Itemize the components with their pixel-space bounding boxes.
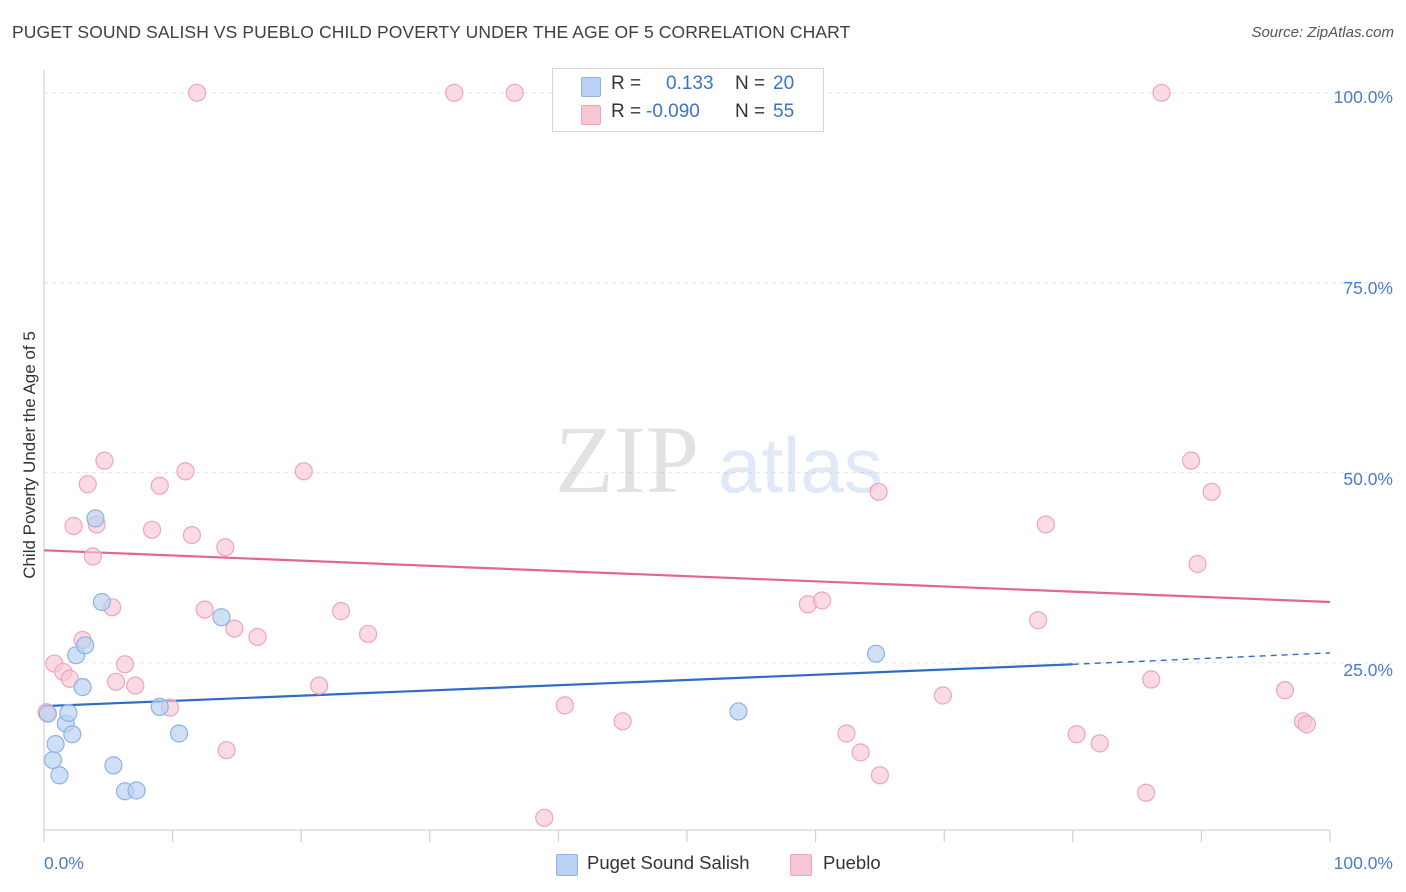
salish-point [43,750,63,770]
pueblo-point [126,676,145,695]
salish-point [38,704,57,723]
r-label: R = [611,73,642,94]
grid-lines [44,92,1392,664]
pueblo-point [837,724,856,743]
r-label: R = [611,101,642,122]
pueblo-point [60,669,79,688]
watermark-atlas: atlas [718,421,883,509]
pueblo-point [358,624,378,644]
y-tick-label: 100.0% [1333,87,1393,107]
pueblo-point [1090,734,1109,753]
pueblo-point [216,538,235,557]
r-value: 0.133 [666,73,714,94]
watermark: ZIP atlas [555,406,883,513]
salish-point [76,636,95,655]
pueblo-point [1142,670,1161,689]
n-value: 55 [773,101,795,122]
y-axis-label: Child Poverty Under the Age of 5 [20,331,39,579]
salish-point [86,509,105,528]
salish-point [866,644,886,663]
pueblo-legend-swatch [790,854,812,876]
pueblo-point [1182,451,1201,470]
n-label: N = [735,73,766,94]
pueblo-point [106,672,126,691]
x-tick-label-max: 100.0% [1333,853,1393,873]
pueblo-point [83,547,102,566]
pueblo-point [64,516,83,536]
salish-point [46,735,65,754]
salish-point [59,703,78,723]
salish-trend-line [43,663,1073,708]
data-points [37,83,1316,827]
x-tick-label-min: 0.0% [44,853,84,873]
pueblo-point [870,766,890,785]
pueblo-point [331,602,351,621]
salish-legend-swatch [556,854,578,876]
pueblo-point [310,676,329,695]
pueblo-point [115,655,135,674]
pueblo-point [294,462,313,481]
salish-point [50,766,69,785]
n-label: N = [735,101,766,122]
y-tick-label: 50.0% [1343,469,1393,489]
pueblo-point [1137,783,1156,802]
pueblo-point [851,743,870,762]
salish-point [169,724,189,743]
legend-label: Puget Sound Salish [587,852,750,873]
pueblo-point [1202,482,1221,501]
pueblo-point [195,600,214,619]
pueblo-point [78,475,97,494]
pueblo-point [1028,611,1048,630]
pueblo-trend-line [43,549,1331,604]
pueblo-point [248,627,267,647]
pueblo-swatch [581,105,601,125]
pueblo-point [176,462,195,481]
pueblo-point [869,482,888,501]
pueblo-point [535,808,554,827]
correlation-legend: R = 0.133 N = 20 R = -0.090 N = 55 [552,68,824,132]
salish-point [150,697,169,716]
salish-point [63,725,82,744]
pueblo-point [150,476,169,495]
salish-point [73,678,92,697]
salish-point [729,702,748,721]
axes [43,70,1331,842]
salish-swatch [581,77,601,97]
pueblo-point [142,520,162,539]
legend-row-pueblo: R = -0.090 N = 55 [553,101,823,127]
y-tick-label: 75.0% [1343,278,1393,298]
pueblo-point [182,526,201,545]
pueblo-point [1067,725,1086,744]
pueblo-point [225,619,244,638]
chart-title: PUGET SOUND SALISH VS PUEBLO CHILD POVER… [12,22,851,42]
pueblo-point [613,712,632,731]
pueblo-point [95,451,114,470]
salish-point [212,608,231,627]
legend-label: Pueblo [823,852,881,873]
r-value: -0.090 [646,101,700,122]
pueblo-point [812,591,832,610]
salish-trend-extension [1072,652,1331,666]
pueblo-point [1297,715,1316,734]
pueblo-point [1152,83,1171,102]
pueblo-point [505,83,524,102]
pueblo-point [555,696,574,715]
salish-point [127,781,146,800]
pueblo-point [445,83,464,102]
source-label: Source: ZipAtlas.com [1251,24,1394,41]
pueblo-point [1275,681,1295,700]
n-value: 20 [773,73,795,94]
pueblo-point [933,686,953,705]
y-tick-label: 25.0% [1343,660,1393,680]
pueblo-point [1036,515,1055,534]
trend-lines [43,549,1331,708]
salish-point [92,592,111,612]
pueblo-point [217,741,236,760]
legend-row-salish: R = 0.133 N = 20 [553,73,823,99]
pueblo-point [187,83,207,102]
watermark-zip: ZIP [555,406,699,513]
pueblo-point [1188,554,1207,574]
salish-point [104,756,123,775]
